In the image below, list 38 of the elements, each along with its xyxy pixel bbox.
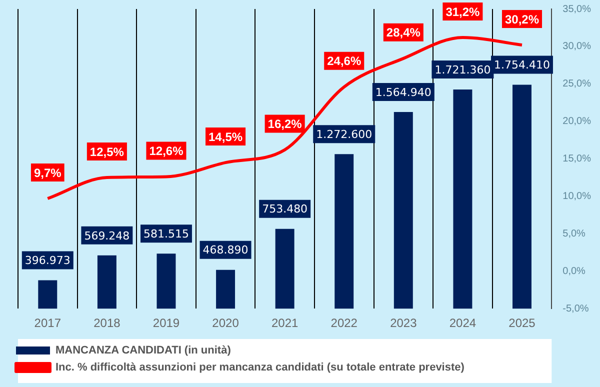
x-tick-label: 2025 — [508, 316, 536, 330]
data-label: 31,2% — [446, 4, 480, 19]
data-label: 468.890 — [202, 244, 248, 257]
x-tick-label: 2024 — [449, 316, 476, 330]
data-label: 581.515 — [143, 228, 189, 241]
x-tick-label: 2020 — [212, 316, 240, 330]
data-label: 1.721.360 — [434, 63, 491, 76]
y2-tick-label: 25,0% — [562, 78, 592, 90]
data-label: 1.272.600 — [316, 128, 372, 141]
data-label: 1.564.940 — [375, 86, 432, 99]
data-label: 753.480 — [262, 202, 308, 216]
data-label: 16,2% — [268, 117, 302, 132]
legend-label: Inc. % difficoltà assunzioni per mancanza candidati (su totale entrate previste) — [56, 362, 465, 374]
data-label: 14,5% — [208, 130, 243, 144]
data-label: 30,2% — [504, 12, 540, 26]
y2-tick-label: -5,0% — [562, 303, 589, 314]
y2-tick-label: 20,0% — [562, 116, 592, 128]
data-label: 12,5% — [90, 144, 124, 159]
legend-label: MANCANZA CANDIDATI (in unità) — [56, 344, 232, 357]
data-label: 1.754.410 — [494, 58, 550, 72]
y2-tick-label: 15,0% — [562, 154, 592, 165]
x-tick-label: 2021 — [271, 316, 298, 330]
x-tick-label: 2019 — [152, 316, 180, 330]
y2-tick-label: 30,0% — [562, 41, 592, 52]
x-tick-label: 2018 — [94, 316, 121, 330]
y2-tick-label: 10,0% — [562, 191, 592, 202]
x-tick-label: 2023 — [390, 316, 418, 330]
x-tick-label: 2022 — [330, 316, 358, 330]
data-label: 569.248 — [84, 229, 130, 242]
data-label: 12,6% — [149, 144, 184, 158]
data-label: 9,7% — [34, 166, 62, 180]
y2-tick-label: 35,0% — [562, 4, 592, 15]
data-label: 24,6% — [327, 54, 362, 68]
x-tick-label: 2017 — [34, 316, 62, 330]
y2-tick-label: 0,0% — [562, 266, 586, 277]
data-label: 28,4% — [386, 26, 421, 40]
data-label: 396.973 — [24, 254, 70, 268]
y2-tick-label: 5,0% — [562, 228, 586, 240]
